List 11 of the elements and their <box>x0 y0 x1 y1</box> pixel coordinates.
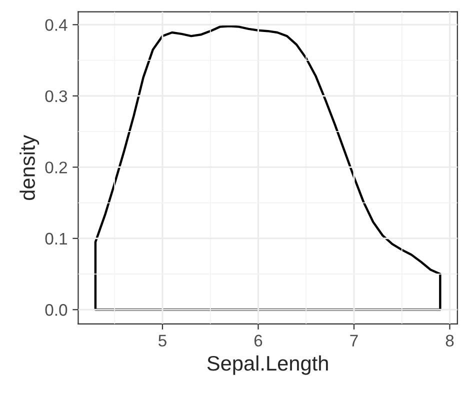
y-tick-label: 0.1 <box>45 232 67 245</box>
y-tick-label: 0.0 <box>45 304 68 316</box>
x-axis-title: Sepal.Length <box>207 355 328 375</box>
x-tick-label: 6 <box>254 334 262 347</box>
y-tick-label: 0.3 <box>45 90 68 102</box>
x-tick-label: 8 <box>446 334 454 347</box>
y-axis-title: density <box>20 134 40 200</box>
y-tick-label: 0.4 <box>45 19 68 31</box>
y-tick-label: 0.2 <box>45 162 67 174</box>
x-tick-label: 7 <box>350 334 358 346</box>
x-tick-label: 5 <box>158 334 166 347</box>
